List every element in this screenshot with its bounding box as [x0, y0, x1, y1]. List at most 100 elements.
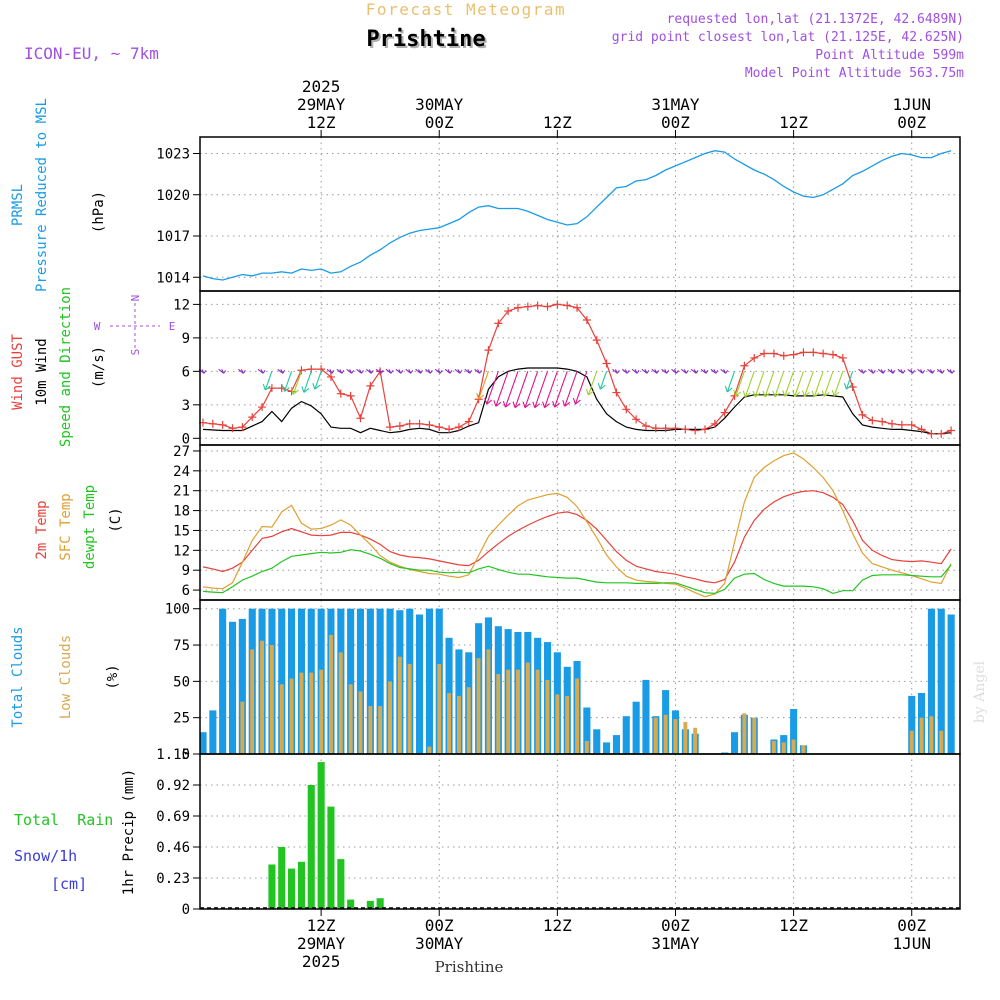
cloud-label-total: Total Clouds [10, 626, 26, 727]
low-cloud-bar [476, 658, 481, 754]
low-cloud-bar [781, 742, 786, 754]
total-cloud-bar [356, 608, 364, 754]
low-cloud-bar [289, 678, 294, 754]
total-cloud-bar [642, 679, 650, 754]
gust-marker [415, 419, 424, 428]
gust-marker [838, 353, 847, 362]
wind-direction-arrow [257, 368, 266, 374]
precip-label-rain: Total Rain [14, 811, 113, 829]
cloud-label-unit: (%) [105, 664, 121, 689]
gust-marker [464, 417, 473, 426]
low-cloud-bar [427, 746, 432, 754]
wind-direction-arrow [690, 368, 699, 374]
gust-marker [258, 403, 267, 412]
time-label-bottom: 1JUN [892, 934, 931, 953]
low-cloud-bar [555, 694, 560, 754]
low-cloud-bar [329, 634, 333, 754]
wind-direction-arrow [831, 371, 844, 397]
total-cloud-bar [229, 621, 237, 754]
y-tick-label: 15 [173, 523, 190, 539]
y-tick-label: 12 [173, 543, 190, 559]
pressure-label-msl: Pressure Reduced to MSL [34, 98, 50, 292]
time-label-bottom: 12Z [307, 916, 336, 935]
gust-marker [218, 420, 227, 429]
wind-direction-arrow [927, 368, 935, 374]
gust-marker [878, 417, 887, 426]
compass-south: S [129, 349, 142, 356]
low-cloud-bar [771, 740, 776, 754]
footer-location: Prishtine [435, 958, 504, 976]
low-cloud-bar [535, 669, 540, 754]
low-cloud-bar [407, 663, 412, 754]
time-label-top: 00Z [425, 113, 454, 132]
gust-marker [395, 422, 404, 431]
total-cloud-bar [632, 701, 640, 754]
wind-direction-arrow [724, 371, 736, 393]
gust-marker [326, 372, 335, 381]
low-cloud-bar [506, 669, 511, 754]
wind-direction-arrow [621, 368, 630, 374]
total-cloud-bar [612, 735, 620, 754]
gust-marker [691, 426, 700, 435]
total-cloud-bar [593, 729, 601, 754]
low-cloud-bar [919, 717, 924, 754]
y-tick-label: 24 [173, 464, 190, 480]
low-cloud-bar [565, 695, 570, 754]
panel-frame [199, 753, 961, 910]
rain-bar [327, 806, 335, 909]
grid-point-location: grid point closest lon,lat (21.125E, 42.… [612, 30, 964, 45]
gust-marker [720, 408, 729, 417]
gust-marker [740, 361, 749, 370]
gust-marker [622, 405, 631, 414]
wind-direction-arrow [512, 371, 529, 409]
wind-direction-arrow [585, 371, 598, 396]
gust-marker [543, 302, 552, 311]
low-cloud-bar [240, 701, 245, 754]
wind-direction-arrow [792, 371, 804, 397]
gust-marker [632, 415, 641, 424]
y-tick-label: 12 [173, 297, 190, 313]
gust-marker [484, 346, 493, 355]
low-cloud-bar [368, 706, 373, 754]
low-cloud-bar [378, 706, 383, 754]
gust-marker [346, 391, 355, 400]
total-cloud-bar [622, 716, 630, 754]
gust-marker [523, 302, 532, 311]
temp-label-sfc: SFC Temp [58, 493, 74, 560]
gust-marker [779, 351, 788, 360]
wind-direction-arrow [821, 371, 834, 397]
gust-marker [927, 429, 936, 438]
total-cloud-bar [219, 608, 227, 754]
gust-marker [513, 303, 522, 312]
wind-direction-arrow [552, 371, 568, 408]
y-tick-label: 0.92 [156, 778, 190, 794]
gust-marker [386, 423, 395, 432]
temp-label-2m: 2m Temp [34, 500, 50, 559]
gust-marker [809, 348, 818, 357]
gust-marker [819, 349, 828, 358]
wind-direction-arrow [752, 371, 765, 398]
low-cloud-bar [486, 649, 491, 754]
time-label-top: 00Z [661, 113, 690, 132]
y-tick-label: 18 [173, 504, 190, 520]
wind-label-direction: Speed and Direction [58, 287, 74, 447]
wind-direction-arrow [772, 371, 785, 398]
y-tick-label: 9 [182, 331, 190, 347]
wind-direction-arrow [281, 371, 293, 392]
gust-marker [573, 303, 582, 312]
rain-bar [288, 868, 296, 909]
total-cloud-bar [908, 695, 916, 754]
rain-bar [307, 785, 315, 909]
low-cloud-bar [575, 678, 579, 754]
wind-direction-arrow [326, 368, 335, 374]
gust-marker [828, 350, 837, 359]
wind-direction-arrow [661, 368, 670, 374]
wind-direction-arrow [671, 368, 679, 374]
gust-marker [661, 424, 670, 433]
y-tick-label: 0 [182, 902, 190, 918]
low-cloud-bar [397, 656, 402, 754]
precip-label-unit: 1hr Precip (mm) [121, 769, 137, 895]
total-cloud-bar [583, 707, 591, 754]
wind-label-10m: 10m Wind [34, 338, 50, 405]
